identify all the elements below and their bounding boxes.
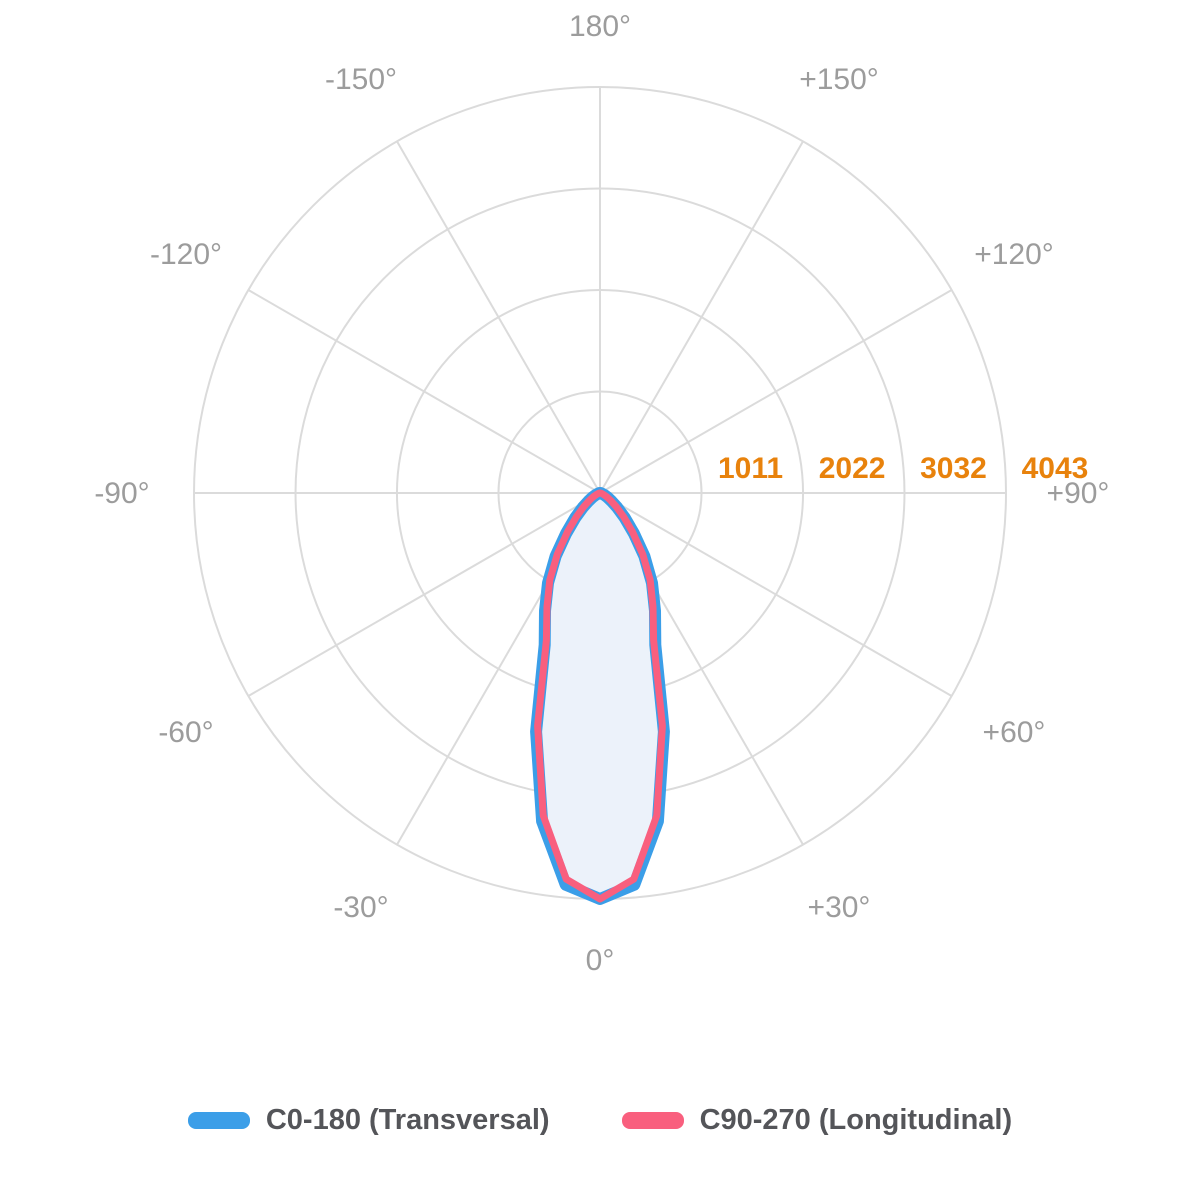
radial-tick-label: 4043 [1022, 452, 1089, 485]
angle-label: -30° [333, 891, 388, 924]
grid-spoke [599, 140, 804, 494]
chart-legend: C0-180 (Transversal) C90-270 (Longitudin… [0, 1104, 1200, 1137]
angle-label: +60° [983, 716, 1046, 749]
angle-label: +120° [974, 238, 1054, 271]
angle-label: -90° [94, 477, 149, 510]
legend-item-c0-180[interactable]: C0-180 (Transversal) [187, 1104, 550, 1137]
grid-spoke [396, 140, 601, 494]
angle-label: -150° [325, 63, 397, 96]
radial-tick-label: 2022 [819, 452, 886, 485]
legend-item-c90-270[interactable]: C90-270 (Longitudinal) [621, 1104, 1013, 1137]
angle-label: +150° [799, 63, 879, 96]
radial-tick-label: 1011 [718, 452, 783, 485]
angle-label: -120° [150, 238, 222, 271]
legend-swatch-c0-180 [187, 1112, 250, 1129]
grid-spoke [599, 492, 953, 697]
polar-chart-canvas: 180° -150° +150° -120° +120° -90° +90° -60° +60°… [94, 10, 1110, 977]
series-c90-270-curve [534, 489, 666, 903]
angle-label: +90° [1047, 477, 1110, 510]
grid-spoke [599, 289, 953, 494]
angle-label: -60° [158, 716, 213, 749]
grid-spoke [247, 289, 601, 494]
legend-label-c90-270: C90-270 (Longitudinal) [699, 1104, 1013, 1136]
angle-label: +30° [808, 891, 871, 924]
grid-spoke [247, 492, 601, 697]
legend-label-c0-180: C0-180 (Transversal) [265, 1104, 550, 1136]
angle-label: 180° [569, 10, 631, 43]
legend-swatch-c90-270 [621, 1112, 684, 1129]
radial-tick-label: 3032 [920, 452, 987, 485]
angle-label: 0° [586, 944, 615, 977]
